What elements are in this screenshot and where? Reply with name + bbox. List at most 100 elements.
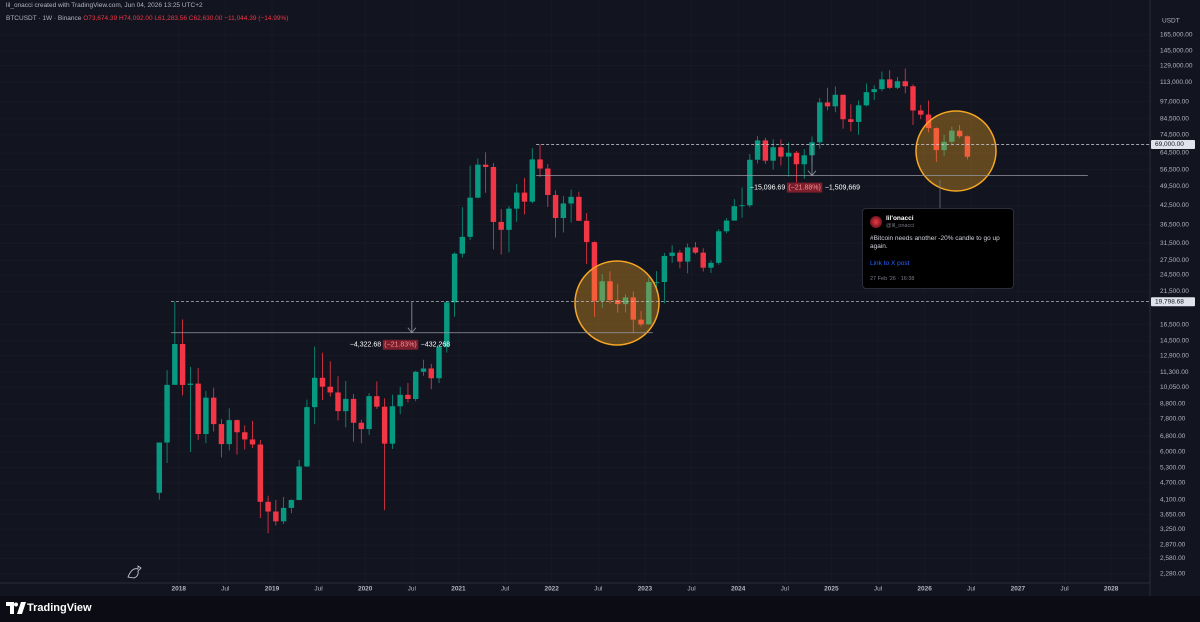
candle-body [824, 102, 831, 107]
candle-body [879, 79, 885, 90]
candle-body [716, 231, 722, 263]
readout: BTCUSDT · 1W · Binance O73,674.39 H74,09… [6, 15, 288, 22]
candle-body [941, 141, 947, 151]
x-tick-label: 2028 [1104, 586, 1119, 593]
tweet-time: 27 Feb '26 · 16:38 [870, 276, 915, 282]
y-tick-label: 2,870.00 [1160, 542, 1186, 549]
candle-body [762, 140, 769, 161]
low: L61,283.56 [154, 15, 187, 22]
y-tick-label: 36,500.00 [1160, 221, 1189, 228]
highlight-circle [574, 260, 660, 346]
candle-body [156, 442, 163, 493]
candle-body [366, 396, 372, 430]
candle-body [949, 130, 955, 142]
candle-body [723, 220, 730, 232]
candle-body [840, 94, 846, 120]
x-tick-label: 2027 [1011, 586, 1026, 593]
candle-body [560, 203, 567, 219]
y-tick-label: 84,500.00 [1160, 116, 1189, 123]
y-tick-label: 31,500.00 [1160, 240, 1189, 247]
x-tick-label: Jul [967, 586, 976, 593]
candle-body [770, 147, 776, 161]
candle-body [164, 384, 170, 443]
candle-body [545, 168, 551, 196]
y-tick-label: 7,800.00 [1160, 416, 1186, 423]
candle-body [226, 420, 232, 445]
x-tick-label: Jul [687, 586, 696, 593]
high: H74,092.00 [118, 15, 153, 22]
y-tick-label: 14,500.00 [1160, 338, 1189, 345]
candle-body [871, 89, 877, 93]
y-tick-label: 97,000.00 [1160, 98, 1189, 105]
candle-body [451, 253, 458, 303]
x-tick-label: 2023 [638, 586, 653, 593]
candle-body [234, 420, 240, 433]
candle-body [591, 242, 598, 301]
brand: TradingView [27, 602, 92, 614]
candle-body [195, 383, 201, 435]
x-tick-label: Jul [874, 586, 883, 593]
candle-body [210, 397, 217, 425]
candle-body [607, 281, 613, 301]
candle-body [521, 192, 528, 202]
y-tick-label: 21,500.00 [1160, 288, 1189, 295]
candle-body [622, 297, 629, 305]
candle-body [615, 300, 621, 305]
level-label: 69,000.00 [1155, 141, 1184, 148]
y-tick-label: 42,500.00 [1160, 202, 1189, 209]
candle-body [405, 394, 411, 400]
candle-body [280, 507, 287, 522]
candle-body [514, 192, 520, 209]
measure-percent: (−21.88%) [788, 184, 821, 191]
candle-body [304, 407, 310, 467]
candle-body [576, 196, 582, 221]
candle-body [482, 164, 489, 167]
candle-body [630, 297, 636, 320]
candle-body [475, 164, 481, 198]
y-tick-label: 3,650.00 [1160, 511, 1186, 518]
avatar [870, 216, 882, 228]
candle-body [428, 368, 434, 379]
candle-body [933, 128, 940, 151]
y-tick-label: 16,500.00 [1160, 321, 1189, 328]
y-tick-label: 64,500.00 [1160, 150, 1189, 157]
candle-body [902, 81, 908, 87]
y-tick-label: 165,000.00 [1160, 31, 1193, 38]
chart: −4,322.68 (−21.83%) −432,268 −15,096.69 (−21… [0, 0, 1195, 596]
candle-body [793, 152, 800, 165]
candle-body [172, 343, 178, 385]
x-tick-label: Jul [501, 586, 510, 593]
measure-quantity: −1,509,669 [825, 184, 860, 191]
candle-body [288, 499, 295, 508]
candle-body [964, 136, 971, 157]
candle-body [529, 159, 535, 202]
candle-body [537, 159, 543, 169]
measure-percent: (−21.83%) [384, 342, 417, 349]
candle-body [374, 396, 380, 407]
candle-body [801, 155, 807, 165]
level-badge [1151, 297, 1195, 307]
y-tick-label: 2,580.00 [1160, 555, 1186, 562]
candle-body [754, 140, 761, 160]
candle-body [700, 252, 706, 268]
candle-body [708, 262, 714, 268]
symbol: BTCUSDT · 1W · Binance [6, 15, 82, 22]
candle-body [459, 236, 466, 254]
candle-body [412, 371, 419, 400]
candle-body [265, 501, 271, 512]
watermark-icon [127, 565, 142, 579]
x-tick-label: 2018 [171, 586, 186, 593]
x-tick-label: Jul [594, 586, 603, 593]
candle-body [467, 197, 473, 237]
footer: TradingView [0, 596, 1200, 622]
candle-body [498, 221, 504, 230]
tweet-card: lil'onacci @lil_onacci #Bitcoin needs an… [862, 208, 1014, 289]
candle-body [778, 147, 784, 157]
candle-body [490, 166, 497, 222]
y-tick-label: 12,900.00 [1160, 352, 1189, 359]
measure-percent-bg [382, 339, 419, 350]
tweet-link[interactable]: Link to X post [870, 260, 910, 267]
candle-body [568, 196, 574, 204]
candle-body [296, 466, 302, 500]
close: C62,630.00 [188, 15, 223, 22]
